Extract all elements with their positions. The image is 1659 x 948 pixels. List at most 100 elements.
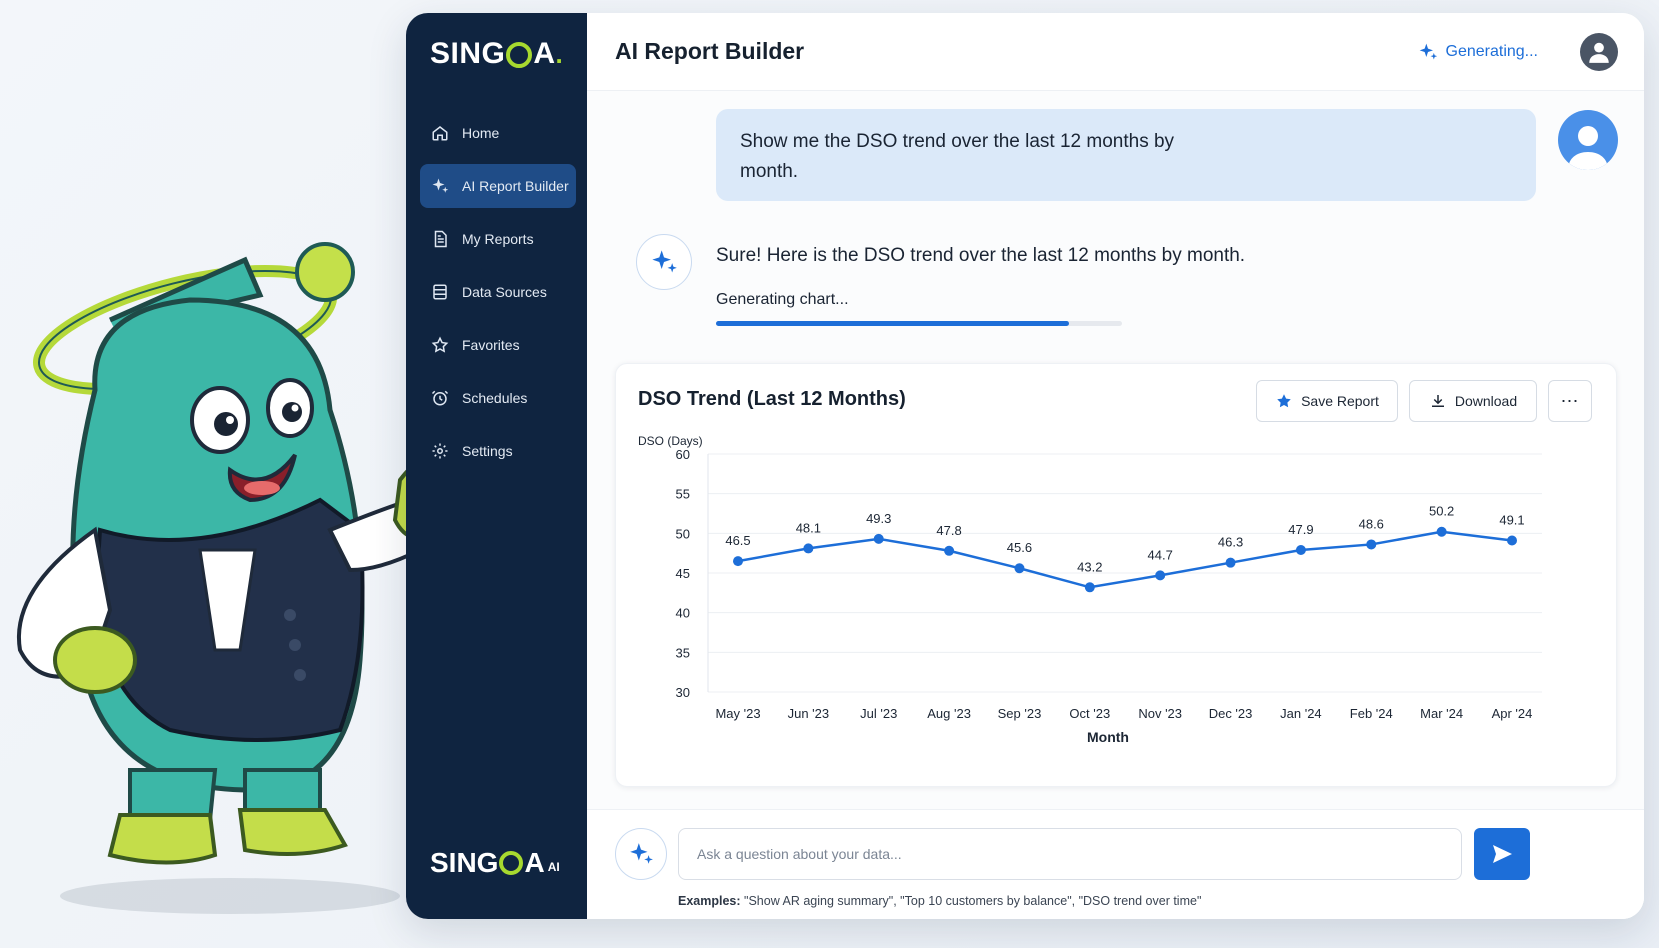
save-report-label: Save Report: [1301, 393, 1379, 409]
chat-area: Show me the DSO trend over the last 12 m…: [587, 91, 1644, 919]
download-button[interactable]: Download: [1409, 380, 1537, 422]
data-point: [733, 556, 743, 567]
data-label: 49.1: [1499, 512, 1524, 527]
data-label: 46.5: [725, 533, 750, 548]
x-tick-label: Apr '24: [1492, 706, 1533, 721]
main-panel: AI Report Builder Generating... Show me …: [587, 13, 1644, 919]
data-label: 49.3: [866, 511, 891, 526]
data-label: 47.8: [936, 523, 961, 538]
ask-question-input[interactable]: [678, 828, 1462, 880]
data-point: [873, 533, 884, 544]
data-point: [1225, 557, 1236, 568]
data-label: 46.3: [1218, 535, 1243, 550]
sparkle-icon: [1419, 43, 1437, 59]
data-label: 45.6: [1007, 540, 1032, 555]
x-tick-label: Jan '24: [1280, 706, 1322, 721]
sparkle-icon: [652, 250, 677, 273]
generating-status-label: Generating...: [1445, 42, 1539, 60]
sidebar-item-settings[interactable]: Settings: [420, 429, 576, 473]
sidebar-item-label: Settings: [462, 443, 513, 459]
sidebar-item-label: My Reports: [462, 231, 534, 247]
chart-card: DSO Trend (Last 12 Months) Save Report D…: [615, 363, 1617, 787]
mascot-shadow: [60, 878, 400, 914]
y-tick-label: 35: [676, 645, 690, 660]
examples-label: Examples:: [678, 894, 741, 908]
sidebar-item-favorites[interactable]: Favorites: [420, 323, 576, 367]
data-point: [1295, 544, 1306, 555]
examples-text: "Show AR aging summary", "Top 10 custome…: [744, 894, 1202, 908]
sidebar-item-ai-report-builder[interactable]: AI Report Builder: [420, 164, 576, 208]
send-button[interactable]: [1474, 828, 1530, 880]
generation-progress-fill: [716, 321, 1070, 326]
ai-assistant-avatar: [636, 234, 692, 290]
sidebar-item-schedules[interactable]: Schedules: [420, 376, 576, 420]
sidebar-item-label: Schedules: [462, 390, 528, 406]
example-prompts: Examples: "Show AR aging summary", "Top …: [678, 894, 1201, 908]
brand-logo: SING A.: [430, 37, 564, 70]
dso-line-chart: DSO (Days) Month 30 35 40 45 50 55 60 May '23 J…: [638, 434, 1542, 745]
x-tick-label: Jul '23: [860, 706, 897, 721]
user-message: Show me the DSO trend over the last 12 m…: [716, 109, 1536, 201]
sidebar-item-label: Home: [462, 125, 500, 141]
y-tick-label: 45: [676, 566, 690, 581]
star-icon: [1277, 394, 1291, 408]
x-tick-label: Dec '23: [1209, 706, 1253, 721]
user-message-text: Show me the DSO trend over the last 12 m…: [740, 131, 1175, 182]
generating-chart-label: Generating chart...: [716, 291, 849, 308]
x-tick-label: May '23: [715, 706, 760, 721]
download-icon: [1431, 395, 1444, 407]
x-tick-label: Nov '23: [1138, 706, 1182, 721]
data-point: [1366, 539, 1377, 550]
data-point: [1436, 526, 1447, 537]
sparkle-icon: [430, 176, 450, 196]
user-icon: [1589, 42, 1609, 63]
data-point: [1014, 563, 1025, 574]
sidebar-item-label: AI Report Builder: [462, 178, 569, 194]
ai-reply-text: Sure! Here is the DSO trend over the las…: [716, 245, 1246, 266]
sidebar-item-data-sources[interactable]: Data Sources: [420, 270, 576, 314]
sidebar-item-label: Data Sources: [462, 284, 547, 300]
x-axis-label: Month: [1087, 729, 1129, 745]
data-point: [803, 543, 814, 554]
user-menu-avatar[interactable]: [1580, 32, 1618, 71]
y-tick-label: 60: [676, 447, 690, 462]
series-line: [737, 530, 1513, 589]
sidebar-item-label: Favorites: [462, 337, 520, 353]
composer: Examples: "Show AR aging summary", "Top …: [587, 809, 1644, 919]
ai-assist-button[interactable]: [615, 828, 667, 880]
top-bar: AI Report Builder Generating...: [587, 13, 1644, 91]
data-point: [1155, 570, 1166, 581]
data-point: [1084, 582, 1095, 593]
gear-icon: [430, 441, 450, 461]
sidebar-item-my-reports[interactable]: My Reports: [420, 217, 576, 261]
star-icon: [430, 335, 450, 355]
mascot-illustration: [17, 242, 485, 865]
chart-title: DSO Trend (Last 12 Months): [638, 388, 906, 410]
clock-icon: [430, 388, 450, 408]
database-icon: [430, 282, 450, 302]
user-avatar: [1558, 110, 1618, 170]
y-tick-label: 55: [676, 487, 690, 502]
x-tick-label: Mar '24: [1420, 706, 1463, 721]
data-label: 48.1: [796, 520, 821, 535]
x-tick-label: Sep '23: [998, 706, 1042, 721]
data-point: [1507, 535, 1517, 546]
y-tick-label: 50: [676, 526, 690, 541]
sidebar-item-home[interactable]: Home: [420, 111, 576, 155]
more-options-button[interactable]: ⋯: [1548, 380, 1592, 422]
sidebar: SING A. Home AI Report Builder My Reports: [406, 13, 587, 919]
data-label: 47.9: [1288, 522, 1313, 537]
save-report-button[interactable]: Save Report: [1256, 380, 1398, 422]
data-label: 50.2: [1429, 504, 1454, 519]
x-tick-label: Jun '23: [788, 706, 830, 721]
page-title: AI Report Builder: [615, 38, 805, 64]
data-label: 48.6: [1359, 516, 1384, 531]
x-tick-label: Oct '23: [1069, 706, 1110, 721]
x-tick-label: Aug '23: [927, 706, 971, 721]
data-label: 43.2: [1077, 559, 1102, 574]
brand-logo-footer: SING A AI: [430, 847, 560, 878]
home-icon: [430, 123, 450, 143]
generating-status: Generating...: [1418, 42, 1539, 62]
document-icon: [430, 229, 450, 249]
sidebar-nav: Home AI Report Builder My Reports Data S…: [420, 111, 576, 482]
